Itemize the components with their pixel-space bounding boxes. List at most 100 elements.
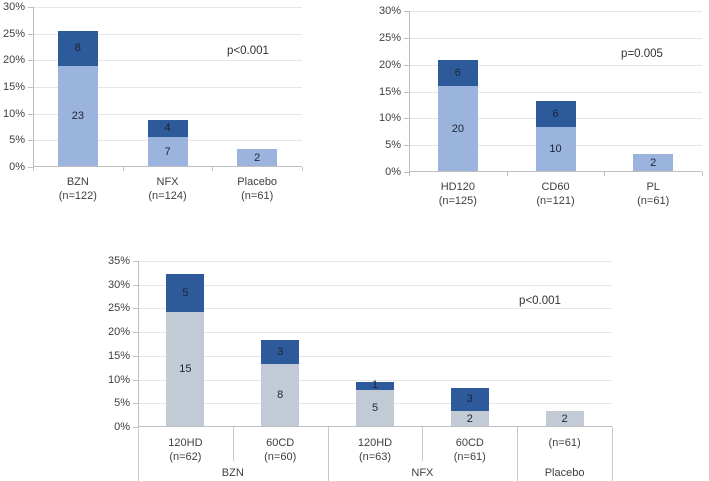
y-axis-tick-label: 20% <box>2 54 25 67</box>
y-axis-tick <box>404 145 409 147</box>
category-label: 120HD (n=63) <box>328 436 423 464</box>
category-label-line2: (n=62) <box>169 451 202 463</box>
category-label-line2: (n=125) <box>438 195 477 207</box>
gridline <box>138 308 612 310</box>
category-label-line1: 120HD <box>357 437 393 449</box>
category-label: 60CD (n=60) <box>233 436 328 464</box>
category-label: BZN (n=122) <box>33 175 123 203</box>
y-axis-tick <box>404 37 409 39</box>
x-axis-labels: HD120 (n=125) CD60 (n=121) PL (n=61) <box>409 180 702 208</box>
gridline <box>138 379 612 381</box>
y-axis-tick <box>133 427 138 428</box>
bar-value-label: 6 <box>454 66 461 79</box>
bar-segment-top: 6 <box>437 60 478 87</box>
x-axis-tick <box>409 172 410 176</box>
y-axis-tick-label: 30% <box>2 1 25 13</box>
y-axis-tick <box>28 113 33 115</box>
bar-BZN: 8 23 <box>57 31 98 167</box>
p-value-label: p<0.001 <box>519 295 561 307</box>
y-axis-line <box>33 7 34 167</box>
y-axis-tick <box>404 91 409 93</box>
y-axis-tick <box>28 60 33 62</box>
category-divider-line <box>327 427 329 481</box>
bar-value-label: 10 <box>549 143 562 156</box>
y-axis-tick-label: 25% <box>378 31 401 44</box>
x-axis-tick <box>302 167 303 171</box>
y-axis-tick <box>133 308 138 310</box>
bars-area: 6 20 6 10 2 <box>409 11 702 172</box>
y-axis-tick-label: 25% <box>107 302 130 315</box>
bar-value-label: 8 <box>277 388 284 401</box>
gridline <box>409 11 702 12</box>
p-value-label: p<0.001 <box>227 45 269 57</box>
y-axis-tick-label: 5% <box>9 134 25 147</box>
chart-bottom: p<0.001 35% 30% 25% 20% 15% 10% 5% 0% 5 15 3 8 1 5 3 2 2… <box>108 255 613 481</box>
group-labels: BZN NFX Placebo <box>138 467 612 479</box>
bar-value-label: 5 <box>182 286 189 299</box>
y-axis-tick <box>28 140 33 142</box>
category-label-line1: CD60 <box>541 181 570 193</box>
subcategory-labels: 120HD (n=62) 60CD (n=60) 120HD (n=63) 60CD (n=6… <box>138 427 612 464</box>
bar-segment-bottom: 2 <box>237 149 278 167</box>
y-axis-tick-label: 20% <box>378 58 401 71</box>
bar-segment-top: 3 <box>450 388 489 412</box>
gridline <box>138 332 612 334</box>
y-axis-tick <box>133 284 138 286</box>
category-label: NFX (n=124) <box>123 175 213 203</box>
bar-segment-top: 1 <box>356 380 394 391</box>
category-label-line1: PL <box>646 181 660 193</box>
gridline <box>409 37 702 39</box>
bar-PL: 2 <box>633 154 674 172</box>
x-axis-labels: BZN (n=122) NFX (n=124) Placebo (n=61) <box>33 175 302 203</box>
bar-value-label: 23 <box>71 110 84 123</box>
category-label-line2: (n=60) <box>264 451 297 463</box>
group-label-NFX: NFX <box>411 467 434 479</box>
category-label-line1: 120HD <box>168 437 203 449</box>
y-axis-tick-label: 5% <box>385 139 401 152</box>
y-axis-tick-label: 5% <box>114 397 130 410</box>
x-axis-tick <box>702 172 703 176</box>
category-label: CD60 (n=121) <box>507 180 605 208</box>
bar-value-label: 4 <box>164 122 171 135</box>
y-axis-tick <box>404 172 409 173</box>
bar-segment-bottom: 5 <box>356 389 394 427</box>
category-label-line2: (n=63) <box>358 451 392 463</box>
category-label-line2: (n=61) <box>637 195 670 207</box>
category-label-line1: HD120 <box>440 181 475 193</box>
y-axis-tick-label: 10% <box>378 112 401 125</box>
bar-value-label: 20 <box>451 122 464 135</box>
y-axis-tick-label: 0% <box>9 161 25 173</box>
category-label-line2: (n=61) <box>453 451 486 463</box>
category-divider-line <box>422 427 424 461</box>
category-label-line2: (n=61) <box>241 190 274 202</box>
x-axis-line <box>138 426 612 427</box>
x-axis-label-area: 120HD (n=62) 60CD (n=60) 120HD (n=63) 60CD (n=6… <box>138 427 613 481</box>
bar-value-label: 2 <box>254 151 261 164</box>
bar-segment-bottom: 20 <box>437 86 478 172</box>
gridline <box>138 284 612 286</box>
bar-value-label: 8 <box>74 42 81 55</box>
bar-segment-bottom: 8 <box>261 363 300 427</box>
category-divider-line <box>138 427 139 481</box>
y-axis-tick-label: 15% <box>2 81 25 93</box>
bar-segment-bottom: 10 <box>535 127 576 172</box>
category-label: 120HD (n=62) <box>138 436 233 464</box>
category-label: (n=61) <box>517 436 612 464</box>
gridline <box>33 87 302 88</box>
category-label-line1: NFX <box>156 176 179 188</box>
bar-segment-top: 3 <box>261 340 300 364</box>
bar-(n=61): 2 <box>545 411 584 427</box>
y-axis-tick <box>133 355 138 357</box>
category-label: 60CD (n=61) <box>422 436 517 464</box>
y-axis-tick-label: 10% <box>2 107 25 120</box>
category-divider-line <box>612 427 613 481</box>
bar-value-label: 5 <box>371 401 379 414</box>
bar-segment-top: 5 <box>166 273 205 313</box>
bar-HD120: 6 20 <box>437 60 478 172</box>
group-label-Placebo: Placebo <box>544 467 585 479</box>
y-axis-tick-label: 15% <box>107 349 130 362</box>
category-label: Placebo (n=61) <box>212 175 302 203</box>
